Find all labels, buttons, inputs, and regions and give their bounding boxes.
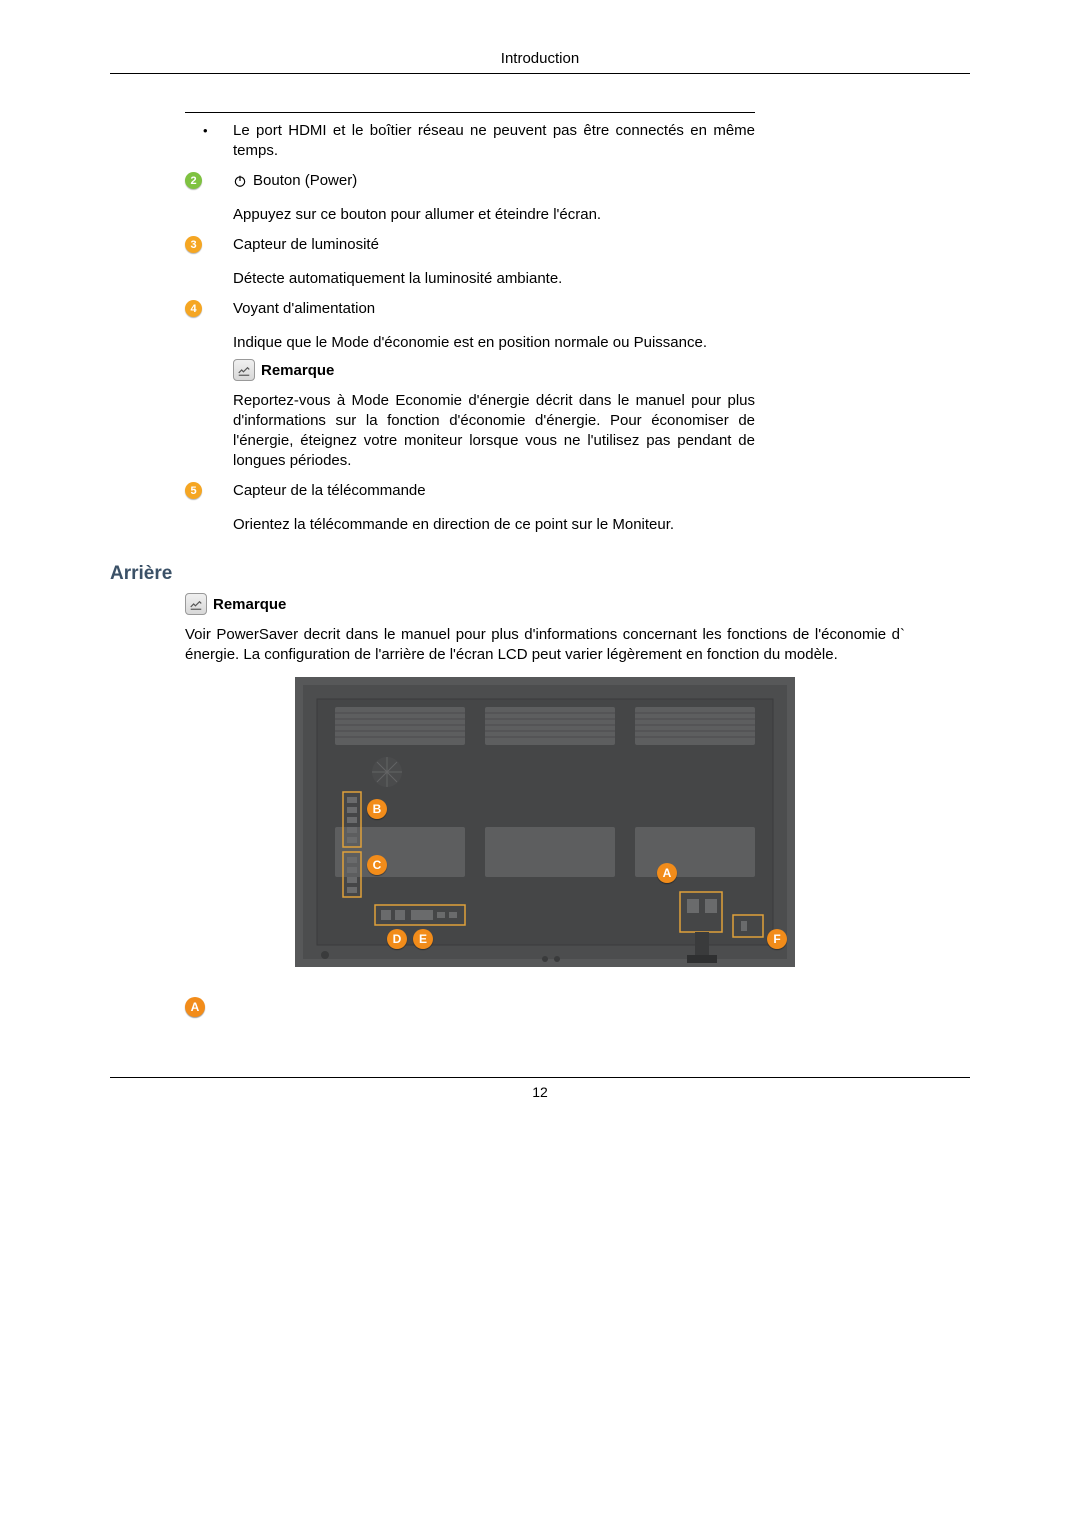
num-badge-2: 2: [185, 172, 202, 189]
footer-rule: [110, 1077, 970, 1078]
item-3: 3 Capteur de luminosité Détecte automati…: [185, 235, 830, 289]
note-2-text: Voir PowerSaver decrit dans le manuel po…: [185, 625, 905, 665]
note-1-block: Remarque Reportez-vous à Mode Economie d…: [185, 359, 755, 471]
item-4: 4 Voyant d'alimentation Indique que le M…: [185, 299, 830, 353]
badge-col: 2: [185, 171, 233, 189]
rear-figure: A B C D E F: [295, 677, 795, 967]
section-heading-arriere: Arrière: [110, 563, 970, 585]
figure-badge-C: C: [367, 855, 387, 875]
note-icon: [185, 593, 207, 615]
power-icon: [233, 174, 247, 188]
item-4-desc: Indique que le Mode d'économie est en po…: [233, 333, 830, 353]
standalone-badge-A: A: [185, 997, 205, 1017]
header-title: Introduction: [110, 50, 970, 67]
item-2-title: Bouton (Power): [233, 171, 830, 191]
intro-list: • Le port HDMI et le boîtier réseau ne p…: [185, 121, 755, 161]
num-badge-5: 5: [185, 482, 202, 499]
figure-badge-D: D: [387, 929, 407, 949]
badge-col: 5: [185, 481, 233, 499]
page-number: 12: [110, 1084, 970, 1100]
badge-col: 4: [185, 299, 233, 317]
item-2-desc: Appuyez sur ce bouton pour allumer et ét…: [233, 205, 830, 225]
badge-col: 3: [185, 235, 233, 253]
item-5-desc: Orientez la télécommande en direction de…: [233, 515, 830, 535]
item-5-title: Capteur de la télécommande: [233, 481, 830, 501]
note-1-label: Remarque: [261, 362, 334, 379]
note-icon: [233, 359, 255, 381]
num-badge-4: 4: [185, 300, 202, 317]
item-body: Bouton (Power) Appuyez sur ce bouton pou…: [233, 171, 830, 225]
bullet-row: • Le port HDMI et le boîtier réseau ne p…: [185, 121, 755, 161]
arriere-block: Remarque Voir PowerSaver decrit dans le …: [185, 593, 905, 967]
item-body: Voyant d'alimentation Indique que le Mod…: [233, 299, 830, 353]
note-1-text: Reportez-vous à Mode Economie d'énergie …: [233, 391, 755, 471]
figure-badge-A: A: [657, 863, 677, 883]
section-rule: [185, 112, 755, 113]
note-1-inner: Remarque Reportez-vous à Mode Economie d…: [233, 359, 755, 471]
item-2-title-text: Bouton (Power): [253, 171, 357, 191]
num-badge-3: 3: [185, 236, 202, 253]
bullet-text: Le port HDMI et le boîtier réseau ne peu…: [233, 121, 755, 161]
item-body: Capteur de luminosité Détecte automatiqu…: [233, 235, 830, 289]
note-1-header: Remarque: [233, 359, 755, 381]
figure-badge-B: B: [367, 799, 387, 819]
item-4-title: Voyant d'alimentation: [233, 299, 830, 319]
item-3-title: Capteur de luminosité: [233, 235, 830, 255]
page: Introduction • Le port HDMI et le boîtie…: [0, 0, 1080, 1140]
item-3-desc: Détecte automatiquement la luminosité am…: [233, 269, 830, 289]
standalone-badge-row: A: [185, 997, 970, 1017]
content: • Le port HDMI et le boîtier réseau ne p…: [110, 74, 970, 1077]
note-2-header: Remarque: [185, 593, 905, 615]
bullet-marker: •: [185, 121, 233, 141]
figure-badge-F: F: [767, 929, 787, 949]
item-5: 5 Capteur de la télécommande Orientez la…: [185, 481, 830, 535]
item-body: Capteur de la télécommande Orientez la t…: [233, 481, 830, 535]
rear-svg: [295, 677, 795, 967]
note-2-label: Remarque: [213, 596, 286, 613]
item-2: 2 Bouton (Power) Appuyez sur ce bouton p…: [185, 171, 830, 225]
figure-badge-E: E: [413, 929, 433, 949]
